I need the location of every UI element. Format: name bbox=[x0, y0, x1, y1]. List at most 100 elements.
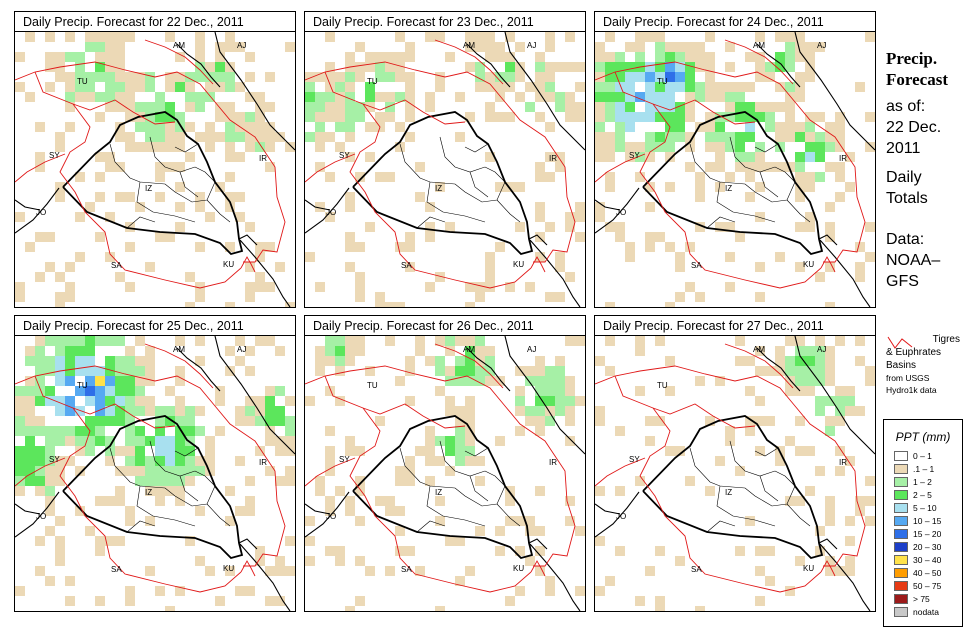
precip-cell bbox=[35, 426, 45, 436]
precip-cell bbox=[855, 82, 865, 92]
precip-cell bbox=[485, 52, 495, 62]
precip-cell bbox=[145, 456, 155, 466]
precip-cell bbox=[405, 82, 415, 92]
precip-cell bbox=[465, 376, 475, 386]
precip-cell bbox=[455, 406, 465, 416]
precip-cell bbox=[695, 62, 705, 72]
precip-cell bbox=[845, 182, 855, 192]
forecast-panel-22-dec: Daily Precip. Forecast for 22 Dec., 2011… bbox=[14, 11, 296, 308]
precip-cell bbox=[845, 516, 855, 526]
precip-cell bbox=[75, 426, 85, 436]
precip-cell bbox=[695, 42, 705, 52]
precip-cell bbox=[125, 346, 135, 356]
precip-cell bbox=[195, 92, 205, 102]
precip-cell bbox=[55, 346, 65, 356]
precip-cell bbox=[175, 82, 185, 92]
precip-cell bbox=[265, 596, 275, 606]
precip-cell bbox=[675, 132, 685, 142]
precip-cell bbox=[645, 232, 655, 242]
precip-cell bbox=[125, 82, 135, 92]
precip-cell bbox=[835, 466, 845, 476]
legend-label: > 75 bbox=[913, 593, 930, 604]
precip-cell bbox=[595, 536, 605, 546]
precip-cell bbox=[65, 596, 75, 606]
precip-cell bbox=[845, 386, 855, 396]
precip-cell bbox=[165, 72, 175, 82]
precip-cell bbox=[335, 556, 345, 566]
precip-cell bbox=[25, 376, 35, 386]
precip-cell bbox=[265, 566, 275, 576]
precip-cell bbox=[155, 476, 165, 486]
precip-cell bbox=[165, 456, 175, 466]
precip-cell bbox=[755, 596, 765, 606]
precip-cell bbox=[535, 396, 545, 406]
precip-cell bbox=[195, 242, 205, 252]
precip-cell bbox=[75, 506, 85, 516]
as-of-label: as of: bbox=[886, 98, 926, 115]
basin-line-5: Hydro1k data bbox=[886, 385, 937, 395]
precip-cell bbox=[655, 606, 665, 611]
precip-cell bbox=[595, 132, 605, 142]
precip-cell bbox=[145, 112, 155, 122]
legend-item: 15 – 20 bbox=[894, 528, 941, 540]
precip-cell bbox=[535, 406, 545, 416]
precip-cell bbox=[835, 112, 845, 122]
precip-cell bbox=[645, 112, 655, 122]
precip-cell bbox=[405, 102, 415, 112]
precip-cell bbox=[825, 366, 835, 376]
precip-cell bbox=[105, 72, 115, 82]
precip-cell bbox=[205, 436, 215, 446]
precip-cell bbox=[855, 242, 865, 252]
precip-cell bbox=[535, 426, 545, 436]
precip-cell bbox=[185, 272, 195, 282]
admin-layer bbox=[109, 440, 231, 533]
precip-cell bbox=[645, 202, 655, 212]
border-layer bbox=[305, 336, 585, 611]
precip-cell bbox=[755, 292, 765, 302]
precip-cell bbox=[225, 192, 235, 202]
precip-cell bbox=[775, 122, 785, 132]
precip-cell bbox=[565, 32, 575, 42]
precip-cell bbox=[735, 132, 745, 142]
precip-cell bbox=[175, 52, 185, 62]
precip-cell bbox=[595, 202, 605, 212]
precip-cell bbox=[545, 152, 555, 162]
precip-cell bbox=[115, 132, 125, 142]
precip-cell bbox=[155, 456, 165, 466]
admin-layer bbox=[109, 136, 231, 229]
map-label-tu: TU bbox=[367, 77, 378, 86]
precip-cell bbox=[535, 232, 545, 242]
precip-cell bbox=[415, 162, 425, 172]
precip-cell bbox=[755, 102, 765, 112]
precip-cell bbox=[65, 92, 75, 102]
precip-cell bbox=[815, 406, 825, 416]
precip-cell bbox=[255, 102, 265, 112]
precip-cell bbox=[465, 406, 475, 416]
precip-cell bbox=[605, 336, 615, 346]
precip-cell bbox=[685, 92, 695, 102]
precip-cell bbox=[865, 366, 875, 376]
precip-cell bbox=[125, 596, 135, 606]
precip-cell bbox=[755, 546, 765, 556]
precip-cell bbox=[55, 426, 65, 436]
precip-cell bbox=[795, 556, 805, 566]
sidebar-title: Precip. Forecast bbox=[886, 48, 948, 90]
precip-cell bbox=[475, 336, 485, 346]
precip-cell bbox=[175, 202, 185, 212]
basin-line-2: & Euphrates bbox=[886, 347, 942, 358]
precip-cell bbox=[25, 406, 35, 416]
precip-cell bbox=[795, 366, 805, 376]
precip-cell bbox=[125, 366, 135, 376]
precip-cell bbox=[95, 336, 105, 346]
legend-label: 0 – 1 bbox=[913, 450, 932, 461]
precip-cell bbox=[255, 92, 265, 102]
precip-cell bbox=[215, 182, 225, 192]
precip-cell bbox=[495, 546, 505, 556]
precip-cell bbox=[425, 232, 435, 242]
precip-cell bbox=[25, 92, 35, 102]
map-label-aj: AJ bbox=[527, 345, 536, 354]
precip-cell bbox=[475, 376, 485, 386]
precip-cell bbox=[105, 396, 115, 406]
precip-cell bbox=[225, 366, 235, 376]
